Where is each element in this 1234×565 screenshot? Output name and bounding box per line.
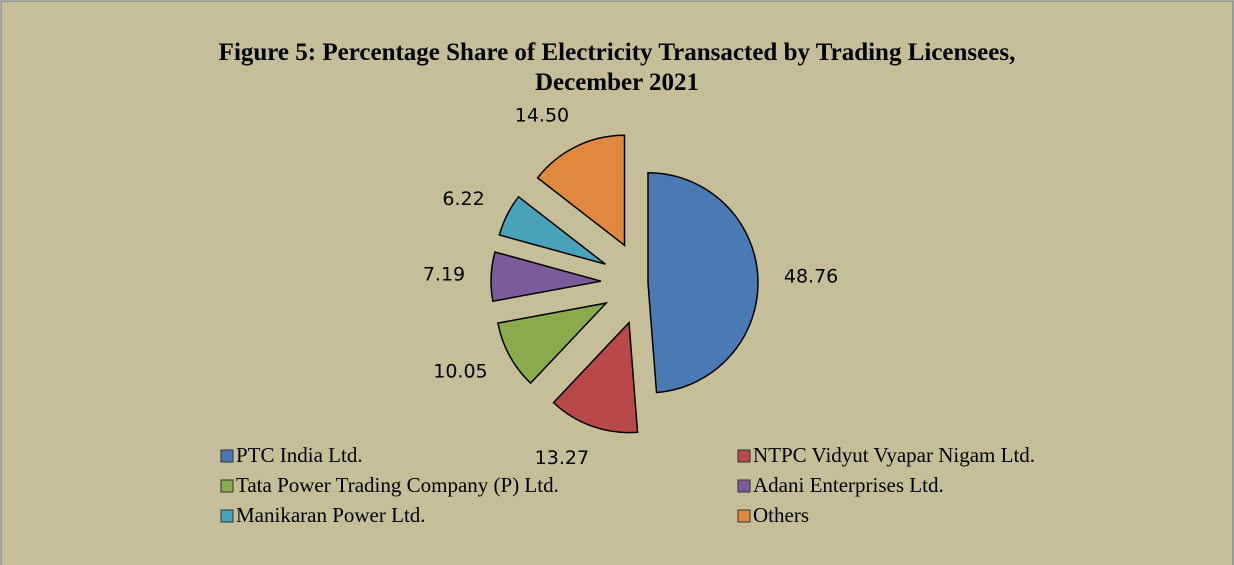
data-label: 48.76 (784, 266, 838, 288)
pie-slice (552, 320, 639, 434)
legend-swatch (220, 479, 234, 493)
data-label: 10.05 (433, 360, 487, 382)
chart-subtitle: December 2021 (535, 69, 699, 96)
legend-label: Others (753, 503, 809, 527)
data-label: 6.22 (442, 188, 484, 210)
chart-title: Figure 5: Percentage Share of Electricit… (219, 39, 1016, 66)
pie-slice (647, 172, 759, 394)
pie-slice (536, 134, 626, 247)
legend-label: Manikaran Power Ltd. (236, 503, 426, 527)
legend-swatch (737, 509, 751, 523)
legend-swatch (220, 449, 234, 463)
legend-swatch (737, 449, 751, 463)
legend-swatch (737, 479, 751, 493)
data-label: 14.50 (515, 104, 569, 126)
data-label: 13.27 (535, 447, 589, 469)
legend-label: PTC India Ltd. (236, 443, 363, 467)
pie-slice (498, 195, 606, 265)
legend-swatch (220, 509, 234, 523)
pie-slice (497, 301, 609, 385)
legend-label: NTPC Vidyut Vyapar Nigam Ltd. (753, 443, 1035, 467)
legend-label: Tata Power Trading Company (P) Ltd. (236, 473, 559, 497)
legend-label: Adani Enterprises Ltd. (753, 473, 944, 497)
data-label: 7.19 (423, 264, 465, 286)
pie-slice (490, 251, 602, 303)
